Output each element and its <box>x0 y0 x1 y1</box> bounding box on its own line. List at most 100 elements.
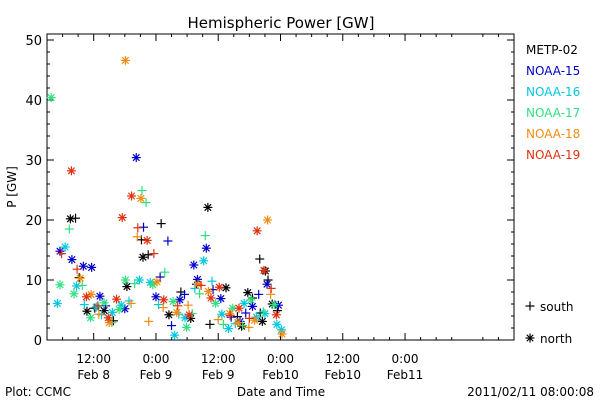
legend-noaa-16: NOAA-16 <box>526 85 580 99</box>
noaa-19-north-point <box>117 213 127 223</box>
noaa-15-south-point <box>155 272 165 282</box>
x-tick-date-label: Feb 9 <box>202 368 235 382</box>
noaa-19-north-point <box>142 235 152 245</box>
noaa-18-south-point <box>244 322 254 332</box>
legend-noaa-17: NOAA-17 <box>526 106 580 120</box>
timestamp: 2011/02/11 08:00:08 <box>467 385 594 399</box>
metp-02-south-point <box>205 319 215 329</box>
noaa-17-north-point <box>46 93 56 103</box>
metp-02-south-point <box>143 250 153 260</box>
x-tick-time-label: 0:00 <box>392 352 419 366</box>
noaa-18-south-point <box>144 316 154 326</box>
noaa-17-north-point <box>148 280 158 290</box>
noaa-19-north-point <box>127 191 137 201</box>
symbol-legend-north-label: north <box>540 332 572 346</box>
noaa-18-north-point <box>75 273 85 283</box>
legend-noaa-19: NOAA-19 <box>526 148 580 162</box>
noaa-19-north-point <box>252 226 262 236</box>
noaa-17-north-point <box>114 304 124 314</box>
noaa-18-north-point <box>263 215 273 225</box>
metp-02-north-point <box>243 288 253 298</box>
noaa-18-north-point <box>136 193 146 203</box>
x-tick-time-label: 12:00 <box>201 352 236 366</box>
metp-02-north-point <box>65 214 75 224</box>
noaa-15-north-point <box>78 261 88 271</box>
metp-02-north-point <box>164 310 174 320</box>
noaa-16-north-point <box>260 309 270 319</box>
x-tick-date-label: Feb 9 <box>140 368 173 382</box>
noaa-15-north-point <box>262 279 272 289</box>
noaa-17-south-point <box>130 279 140 289</box>
noaa-16-north-point <box>170 330 180 340</box>
x-axis: 12:00 Feb 8 0:00 Feb 9 12:00 Feb 9 0:00 Feb10 12… <box>62 34 499 382</box>
metp-02-north-point <box>122 282 132 292</box>
metp-02-north-point <box>257 316 267 326</box>
noaa-17-north-point <box>99 298 109 308</box>
metp-02-north-point <box>203 202 213 212</box>
noaa-15-north-point <box>55 246 65 256</box>
noaa-19-north-point <box>159 295 169 305</box>
chart-title: Hemispheric Power [GW] <box>188 14 375 32</box>
y-tick-label: 30 <box>25 154 42 169</box>
noaa-15-south-point <box>241 308 251 318</box>
noaa-15-north-point <box>201 243 211 253</box>
noaa-15-north-point <box>175 295 185 305</box>
noaa-17-north-point <box>120 275 130 285</box>
noaa-15-south-point <box>163 236 173 246</box>
noaa-18-north-point <box>250 315 260 325</box>
noaa-15-north-point <box>87 262 97 272</box>
noaa-16-north-point <box>60 242 70 252</box>
y-tick-label: 20 <box>25 214 42 229</box>
noaa-19-south-point <box>196 280 206 290</box>
symbol-legend-north-marker <box>525 333 535 343</box>
noaa-17-south-point <box>160 267 170 277</box>
noaa-17-north-point <box>182 322 192 332</box>
noaa-18-south-point <box>132 232 142 242</box>
noaa-16-north-point <box>91 302 101 312</box>
noaa-17-south-point <box>258 307 268 317</box>
noaa-19-north-point <box>112 294 122 304</box>
noaa-16-south-point <box>79 300 89 310</box>
noaa-18-south-point <box>126 298 136 308</box>
y-tick-label: 50 <box>25 34 42 49</box>
symbol-legend: south north <box>525 300 574 346</box>
y-axis: 0 10 20 30 40 50 <box>25 34 514 349</box>
noaa-16-south-point <box>154 300 164 310</box>
noaa-18-north-point <box>172 307 182 317</box>
noaa-19-north-point <box>103 313 113 323</box>
noaa-19-south-point <box>149 249 159 259</box>
legend: METP-02 NOAA-15 NOAA-16 NOAA-17 NOAA-18 NOAA-… <box>526 43 580 162</box>
noaa-16-north-point <box>52 298 62 308</box>
noaa-17-south-point <box>200 231 210 241</box>
x-tick-time-label: 0:00 <box>267 352 294 366</box>
noaa-19-north-point <box>271 310 281 320</box>
x-tick-time-label: 12:00 <box>76 352 111 366</box>
noaa-16-north-point <box>217 309 227 319</box>
symbol-legend-south-label: south <box>540 300 574 314</box>
metp-02-north-point <box>138 252 148 262</box>
noaa-19-south-point <box>133 223 143 233</box>
noaa-15-north-point <box>131 153 141 163</box>
noaa-17-south-point <box>195 289 205 299</box>
y-tick-label: 0 <box>34 334 42 349</box>
noaa-17-north-point <box>86 313 96 323</box>
noaa-17-south-point <box>238 321 248 331</box>
noaa-19-south-point <box>57 249 67 259</box>
legend-noaa-15: NOAA-15 <box>526 64 580 78</box>
noaa-15-south-point <box>254 289 264 299</box>
noaa-19-north-point <box>214 282 224 292</box>
metp-02-south-point <box>156 219 166 229</box>
noaa-18-north-point <box>233 318 243 328</box>
legend-noaa-18: NOAA-18 <box>526 127 580 141</box>
noaa-15-north-point <box>189 260 199 270</box>
noaa-19-north-point <box>206 293 216 303</box>
noaa-18-south-point <box>94 309 104 319</box>
noaa-16-north-point <box>199 256 209 266</box>
x-tick-date-label: Feb10 <box>262 368 299 382</box>
x-tick-date-label: Feb11 <box>387 368 424 382</box>
noaa-17-north-point <box>55 280 65 290</box>
noaa-15-south-point <box>167 321 177 331</box>
noaa-19-north-point <box>184 310 194 320</box>
noaa-17-north-point <box>269 300 279 310</box>
